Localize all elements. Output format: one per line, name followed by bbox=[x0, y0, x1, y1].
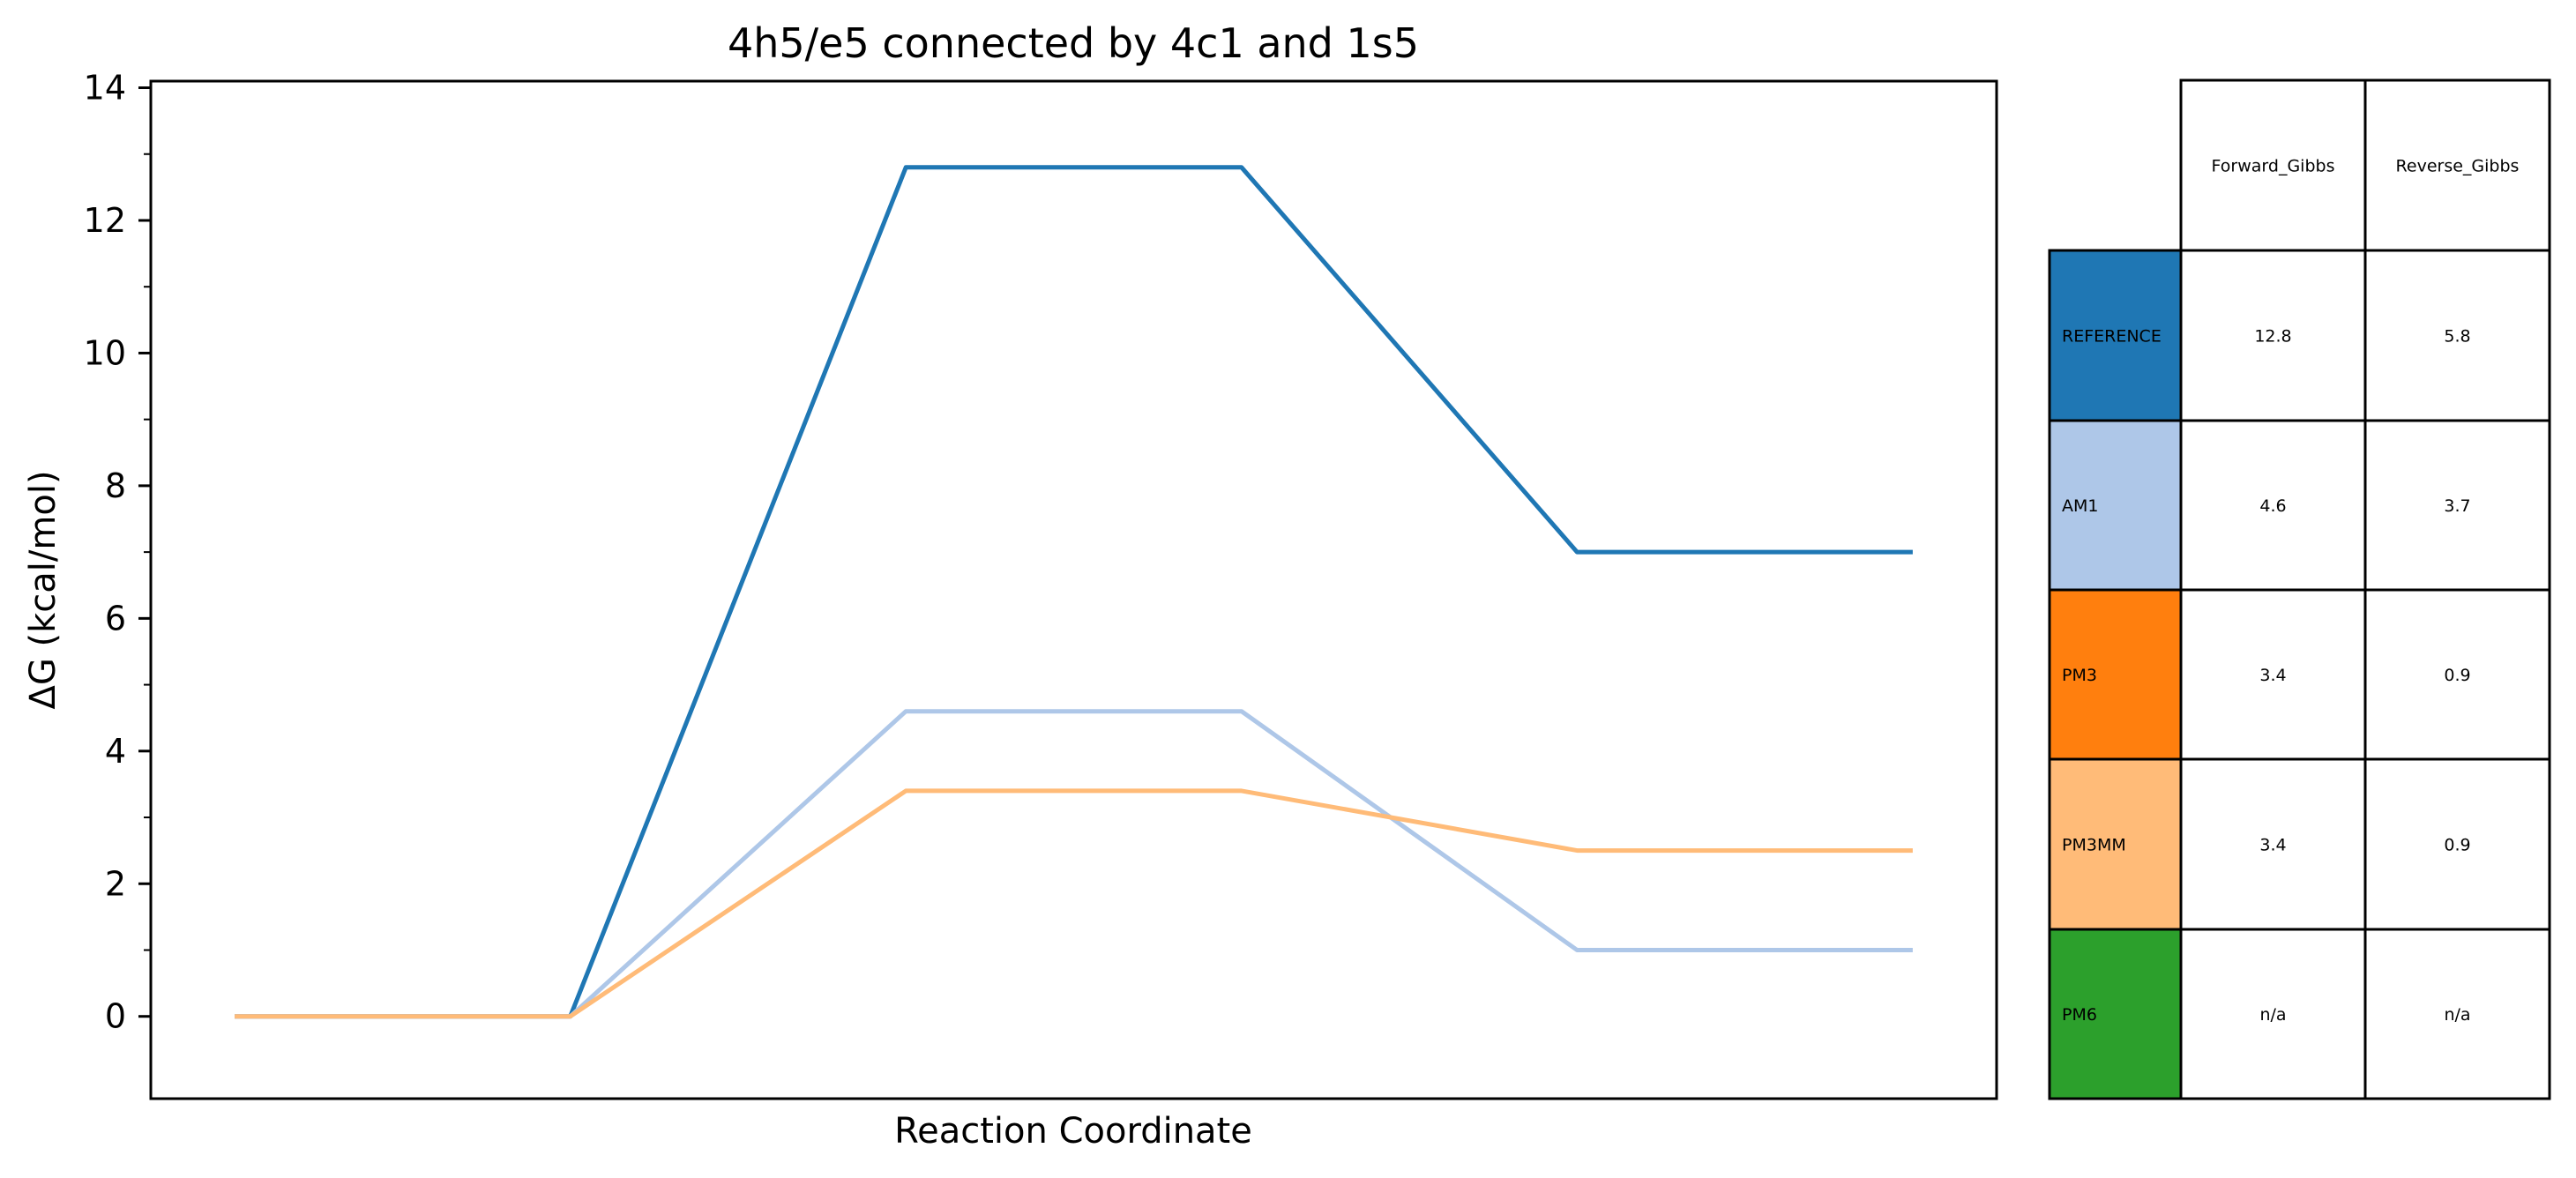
y-tick-label: 12 bbox=[84, 201, 126, 240]
series-line-2 bbox=[235, 788, 1913, 1019]
series-lines bbox=[235, 165, 1913, 1019]
table-column-header: Reverse_Gibbs bbox=[2396, 157, 2520, 176]
y-axis-ticks: 0 2 4 6 8 10 12 14 bbox=[84, 69, 151, 1036]
table-cell bbox=[2179, 588, 2367, 761]
table-cell-value: n/a bbox=[2444, 1005, 2470, 1025]
row-color-swatch bbox=[2048, 757, 2183, 931]
y-tick-label: 14 bbox=[84, 69, 126, 108]
table-cell-value: 5.8 bbox=[2444, 327, 2470, 347]
table-cell bbox=[2363, 249, 2551, 422]
series-line-1 bbox=[235, 709, 1913, 1019]
chart-title: 4h5/e5 connected by 4c1 and 1s5 bbox=[728, 19, 1419, 67]
plot-frame bbox=[149, 79, 1998, 1100]
row-color-swatch bbox=[2048, 419, 2183, 592]
table-cell-value: 0.9 bbox=[2444, 666, 2470, 685]
table-cell bbox=[2179, 928, 2367, 1100]
table-cell-value: 3.4 bbox=[2259, 836, 2286, 855]
table-cell bbox=[2363, 419, 2551, 592]
table-row: REFERENCE 12.8 5.8 bbox=[2048, 249, 2551, 422]
row-label: PM6 bbox=[2062, 1005, 2097, 1025]
row-color-swatch bbox=[2048, 928, 2183, 1100]
table-cell bbox=[2179, 757, 2367, 931]
table-cell bbox=[2179, 419, 2367, 592]
table-row: AM1 4.6 3.7 bbox=[2048, 419, 2551, 592]
summary-table: Forward_Gibbs Reverse_Gibbs REFERENCE 12.8 5… bbox=[2048, 78, 2551, 1100]
plot-area: 0 2 4 6 8 10 12 14 bbox=[84, 69, 1998, 1100]
y-axis-label: ΔG (kcal/mol) bbox=[23, 470, 63, 709]
row-label: REFERENCE bbox=[2062, 327, 2162, 347]
table-row: PM3MM 3.4 0.9 bbox=[2048, 757, 2551, 931]
table-row: PM3 3.4 0.9 bbox=[2048, 588, 2551, 761]
table-cell-value: 0.9 bbox=[2444, 836, 2470, 855]
row-label: AM1 bbox=[2062, 496, 2098, 516]
table-row: PM6 n/a n/a bbox=[2048, 928, 2551, 1100]
row-label: PM3MM bbox=[2062, 836, 2126, 855]
x-axis-label: Reaction Coordinate bbox=[894, 1111, 1252, 1152]
series-line-0 bbox=[235, 165, 1913, 1019]
table-cell bbox=[2363, 928, 2551, 1100]
y-tick-label: 4 bbox=[105, 732, 126, 771]
table-cell-value: n/a bbox=[2259, 1005, 2286, 1025]
y-tick-label: 2 bbox=[105, 864, 126, 903]
table-cell-value: 12.8 bbox=[2254, 327, 2291, 347]
y-tick-label: 6 bbox=[105, 599, 126, 637]
row-label: PM3 bbox=[2062, 666, 2097, 685]
table-cell-value: 3.4 bbox=[2259, 666, 2286, 685]
table-cell-value: 4.6 bbox=[2259, 496, 2286, 516]
y-tick-label: 10 bbox=[84, 333, 126, 372]
y-tick-label: 0 bbox=[105, 997, 126, 1036]
table-cell bbox=[2363, 588, 2551, 761]
y-tick-label: 8 bbox=[105, 466, 126, 505]
table-column-header: Forward_Gibbs bbox=[2212, 157, 2335, 176]
table-cell bbox=[2363, 757, 2551, 931]
table-cell-value: 3.7 bbox=[2444, 496, 2470, 516]
